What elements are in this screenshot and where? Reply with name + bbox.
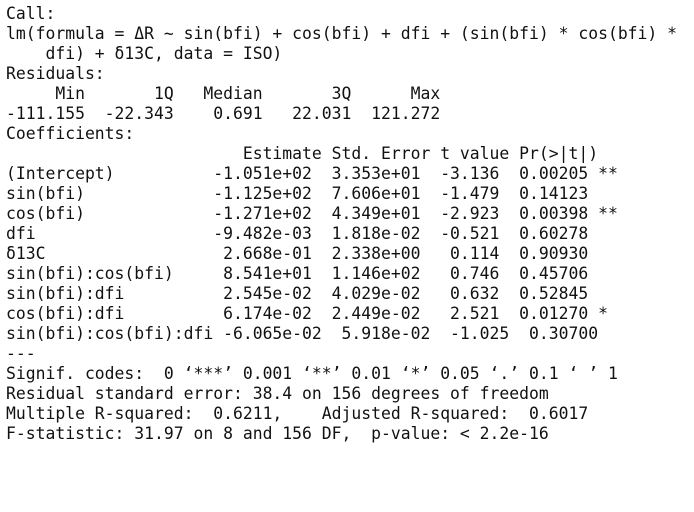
coef-row-sin-dfi: sin(bfi):dfi 2.545e-02 4.029e-02 0.632 0… [6,284,589,303]
line-f-statistic: F-statistic: 31.97 on 8 and 156 DF, p-va… [6,424,549,443]
coef-row-intercept: (Intercept) -1.051e+02 3.353e+01 -3.136 … [6,164,618,183]
line-residuals-header: Min 1Q Median 3Q Max [6,84,441,103]
line-r-squared: Multiple R-squared: 0.6211, Adjusted R-s… [6,404,599,423]
coef-row-sin-cos: sin(bfi):cos(bfi) 8.541e+01 1.146e+02 0.… [6,264,589,283]
line-coefficients-label: Coefficients: [6,124,135,143]
coef-row-d13c: δ13C 2.668e-01 2.338e+00 0.114 0.90930 [6,244,589,263]
line-coefficients-header: Estimate Std. Error t value Pr(>|t|) [6,144,599,163]
line-call-formula-1: lm(formula = ΔR ~ sin(bfi) + cos(bfi) + … [6,24,678,43]
line-call-formula-2: dfi) + δ13C, data = ISO) [6,44,283,63]
coef-row-sin-bfi: sin(bfi) -1.125e+02 7.606e+01 -1.479 0.1… [6,184,589,203]
line-call-label: Call: [6,4,56,23]
coef-row-dfi: dfi -9.482e-03 1.818e-02 -0.521 0.60278 [6,224,589,243]
line-residual-std-error: Residual standard error: 38.4 on 156 deg… [6,384,549,403]
coef-row-sin-cos-dfi: sin(bfi):cos(bfi):dfi -6.065e-02 5.918e-… [6,324,599,343]
coef-row-cos-dfi: cos(bfi):dfi 6.174e-02 2.449e-02 2.521 0… [6,304,608,323]
r-console-output: Call: lm(formula = ΔR ~ sin(bfi) + cos(b… [6,4,694,512]
line-residuals-values: -111.155 -22.343 0.691 22.031 121.272 [6,104,441,123]
line-signif-codes: Signif. codes: 0 ‘***’ 0.001 ‘**’ 0.01 ‘… [6,364,618,383]
line-separator: --- [6,344,36,363]
line-residuals-label: Residuals: [6,64,105,83]
coef-row-cos-bfi: cos(bfi) -1.271e+02 4.349e+01 -2.923 0.0… [6,204,618,223]
